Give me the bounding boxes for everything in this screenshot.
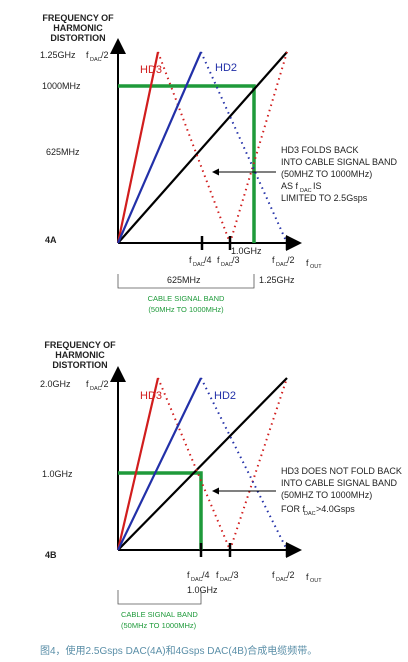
x-tick-fout-sub: OUT bbox=[310, 264, 322, 270]
y-axis-label-line-3: DISTORTION bbox=[50, 33, 105, 43]
annotation-line-4b: IS bbox=[313, 181, 322, 191]
annotation-line-4b: >4.0Gsps bbox=[316, 504, 355, 514]
annotation-line-4a: FOR f bbox=[281, 504, 305, 514]
hd3-line bbox=[116, 377, 160, 551]
x-tick-fdac2-label: /2 bbox=[287, 255, 295, 265]
annotation-line-1: HD3 FOLDS BACK bbox=[281, 145, 359, 155]
annotation-line-5: LIMITED TO 2.5Gsps bbox=[281, 193, 368, 203]
x-tick-fdac4-sub: DAC bbox=[193, 262, 205, 268]
y-tick-top-f: f bbox=[86, 50, 89, 60]
y-tick-625mhz: 625MHz bbox=[46, 147, 80, 157]
x-tick-fdac4-f: f bbox=[189, 255, 192, 265]
figure-tag-4b: 4B bbox=[45, 550, 57, 560]
x-tick-fdac3-f: f bbox=[216, 570, 219, 580]
hd3-line bbox=[116, 51, 160, 244]
y-tick-top-label: 1.25GHz bbox=[40, 50, 76, 60]
annotation-line-3: (50MHZ TO 1000MHz) bbox=[281, 490, 372, 500]
band-label-line-1: CABLE SIGNAL BAND bbox=[121, 610, 198, 619]
figure-caption: 图4，使用2.5Gsps DAC(4A)和4Gsps DAC(4B)合成电缆频带… bbox=[40, 646, 318, 657]
hd3-refolded-line bbox=[229, 51, 288, 244]
x-tick-fout-sub: OUT bbox=[310, 578, 322, 584]
hd2-label: HD2 bbox=[215, 62, 237, 74]
y-tick-top-sub: DAC bbox=[90, 386, 102, 392]
hd2-folded-line bbox=[200, 377, 288, 551]
hd2-line bbox=[117, 377, 202, 551]
band-bracket bbox=[117, 590, 202, 605]
band-limit-line bbox=[118, 84, 256, 243]
x-tick-fdac3-label: /3 bbox=[231, 570, 239, 580]
y-tick-top-div: /2 bbox=[101, 379, 109, 389]
hd3-label: HD3 bbox=[140, 64, 162, 76]
band-label-line-1: CABLE SIGNAL BAND bbox=[148, 294, 225, 303]
x-tick-fdac2-sub: DAC bbox=[276, 577, 288, 583]
y-tick-top-div: /2 bbox=[101, 50, 109, 60]
x-tick-fdac2-f: f bbox=[272, 570, 275, 580]
x-tick-fdac3-sub: DAC bbox=[221, 262, 233, 268]
x-tick-fdac2-label: /2 bbox=[287, 570, 295, 580]
x-tick-fdac3-f: f bbox=[217, 255, 220, 265]
x-tick-fdac2-f: f bbox=[272, 255, 275, 265]
band-label-line-2: (50MHz TO 1000MHz) bbox=[148, 305, 224, 314]
y-axis-label-line-2: HARMONIC bbox=[55, 350, 105, 360]
diagram-4a: FREQUENCY OF HARMONIC DISTORTION 1.25GHz… bbox=[40, 13, 398, 314]
fundamental-line bbox=[117, 51, 288, 244]
y-axis-label-line-3: DISTORTION bbox=[52, 360, 107, 370]
annotation-sub: DAC bbox=[304, 511, 316, 517]
x-tick-fdac4-label: /4 bbox=[204, 255, 212, 265]
y-tick-top-sub: DAC bbox=[90, 57, 102, 63]
x-tick-fdac3-label: /3 bbox=[232, 255, 240, 265]
hd3-refolded-line bbox=[229, 377, 288, 551]
x-value-1-25ghz: 1.25GHz bbox=[259, 275, 295, 285]
annotation-line-2: INTO CABLE SIGNAL BAND bbox=[281, 157, 398, 167]
annotation-sub: DAC bbox=[300, 188, 312, 194]
y-axis-label-line-1: FREQUENCY OF bbox=[44, 340, 116, 350]
y-tick-top-label: 2.0GHz bbox=[40, 379, 71, 389]
hd2-label: HD2 bbox=[214, 390, 236, 402]
x-tick-fdac4-f: f bbox=[187, 570, 190, 580]
diagram-4b: FREQUENCY OF HARMONIC DISTORTION 2.0GHz … bbox=[40, 340, 402, 630]
y-axis-label-line-1: FREQUENCY OF bbox=[42, 13, 114, 23]
band-bracket bbox=[117, 274, 255, 289]
x-tick-fdac3-sub: DAC bbox=[220, 577, 232, 583]
annotation-line-3: (50MHZ TO 1000MHz) bbox=[281, 169, 372, 179]
hd2-folded-line bbox=[200, 51, 288, 244]
fundamental-line bbox=[117, 377, 288, 551]
hd3-folded-line bbox=[157, 377, 231, 551]
hd3-folded-line bbox=[157, 51, 231, 244]
y-tick-1ghz: 1.0GHz bbox=[42, 469, 73, 479]
x-value-1ghz: 1.0GHz bbox=[187, 585, 218, 595]
figure-tag-4a: 4A bbox=[45, 235, 57, 245]
hd3-label: HD3 bbox=[140, 390, 162, 402]
annotation-line-1: HD3 DOES NOT FOLD BACK bbox=[281, 466, 402, 476]
x-tick-fdac4-sub: DAC bbox=[191, 577, 203, 583]
y-tick-top-f: f bbox=[86, 379, 89, 389]
annotation-line-4a: AS f bbox=[281, 181, 299, 191]
x-tick-fdac4-label: /4 bbox=[202, 570, 210, 580]
hd2-line bbox=[116, 51, 203, 244]
y-tick-1000mhz: 1000MHz bbox=[42, 81, 81, 91]
x-tick-fout: f bbox=[306, 572, 309, 582]
x-value-625mhz: 625MHz bbox=[167, 275, 201, 285]
annotation-line-2: INTO CABLE SIGNAL BAND bbox=[281, 478, 398, 488]
band-label-line-2: (50MHz TO 1000MHz) bbox=[121, 621, 197, 630]
y-axis-label-line-2: HARMONIC bbox=[53, 23, 103, 33]
x-tick-fout: f bbox=[306, 258, 309, 268]
x-value-1ghz: 1.0GHz bbox=[231, 246, 262, 256]
x-tick-fdac2-sub: DAC bbox=[276, 262, 288, 268]
band-limit-line bbox=[118, 471, 203, 550]
